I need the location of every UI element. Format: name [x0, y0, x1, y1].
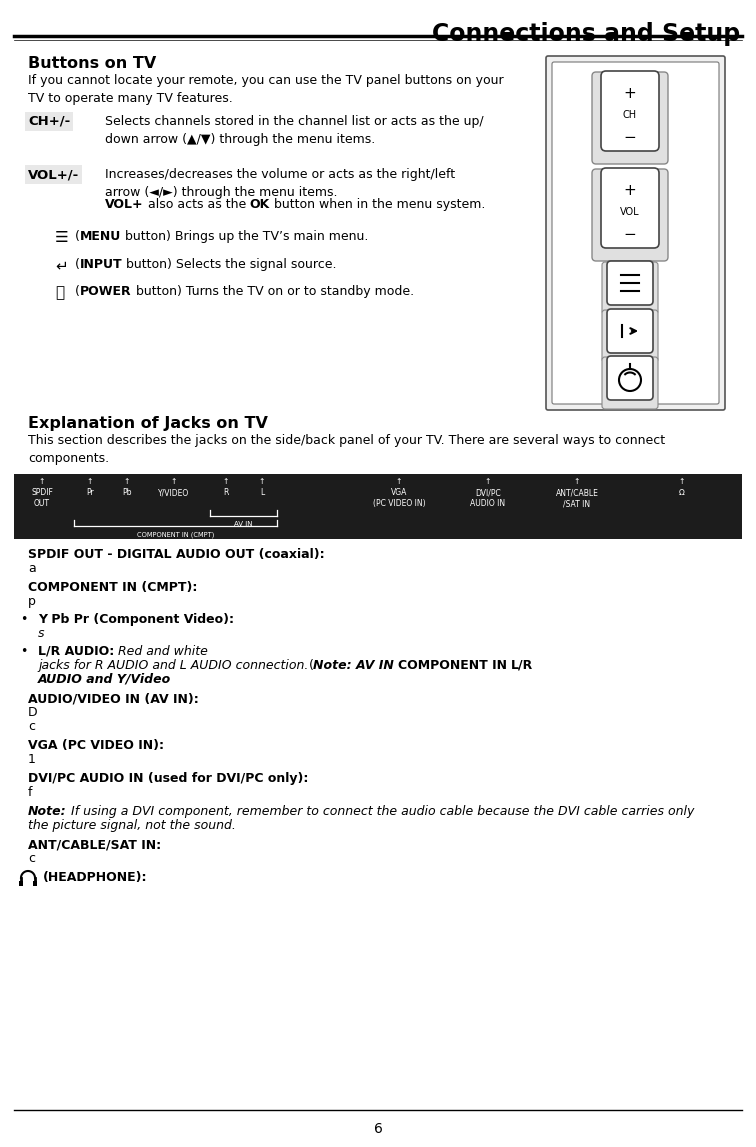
Text: −: − [624, 227, 637, 242]
Text: OK: OK [250, 198, 270, 211]
Text: (: ( [308, 660, 313, 672]
Text: AV IN: AV IN [234, 521, 253, 526]
Text: Note:: Note: [28, 805, 67, 818]
Text: +: + [624, 86, 637, 101]
Text: L/R AUDIO:: L/R AUDIO: [38, 645, 114, 658]
Text: This section describes the jacks on the side/back panel of your TV. There are se: This section describes the jacks on the … [28, 434, 665, 465]
Text: ☰: ☰ [55, 231, 69, 245]
Text: POWER: POWER [80, 284, 132, 298]
FancyBboxPatch shape [601, 167, 659, 248]
FancyBboxPatch shape [592, 169, 668, 262]
Text: s: s [38, 627, 45, 640]
Text: Selects channels stored in the channel list or acts as the up/
down arrow (▲/▼) : Selects channels stored in the channel l… [105, 115, 484, 146]
Text: CH: CH [623, 110, 637, 120]
Text: VOL: VOL [620, 206, 640, 217]
Text: DVI/PC AUDIO IN (used for DVI/PC only):: DVI/PC AUDIO IN (used for DVI/PC only): [28, 772, 308, 785]
Text: p: p [28, 595, 36, 608]
Text: ⏻: ⏻ [55, 284, 64, 301]
Bar [14, 474, 742, 539]
Text: COMPONENT IN (CMPT): COMPONENT IN (CMPT) [137, 531, 214, 538]
Text: ↑
SPDIF
OUT: ↑ SPDIF OUT [31, 477, 53, 508]
Text: (: ( [75, 284, 80, 298]
FancyBboxPatch shape [601, 71, 659, 151]
Text: 6: 6 [373, 1122, 383, 1136]
FancyBboxPatch shape [607, 262, 653, 305]
Text: button) Turns the TV on or to standby mode.: button) Turns the TV on or to standby mo… [132, 284, 414, 298]
Text: (HEADPHONE):: (HEADPHONE): [43, 871, 147, 884]
Text: button) Brings up the TV’s main menu.: button) Brings up the TV’s main menu. [121, 231, 368, 243]
Text: ANT/CABLE/SAT IN:: ANT/CABLE/SAT IN: [28, 838, 161, 851]
Text: VOL+/-: VOL+/- [28, 167, 79, 181]
Text: button when in the menu system.: button when in the menu system. [270, 198, 485, 211]
Text: VGA (PC VIDEO IN):: VGA (PC VIDEO IN): [28, 739, 164, 752]
Text: AUDIO/VIDEO IN (AV IN):: AUDIO/VIDEO IN (AV IN): [28, 692, 199, 705]
Text: Note: AV IN: Note: AV IN [313, 660, 394, 672]
FancyBboxPatch shape [602, 357, 658, 409]
Bar [33, 881, 37, 885]
Text: If you cannot locate your remote, you can use the TV panel buttons on your
TV to: If you cannot locate your remote, you ca… [28, 75, 503, 106]
Text: +: + [624, 184, 637, 198]
Bar [19, 881, 23, 885]
Text: COMPONENT IN: COMPONENT IN [398, 660, 507, 672]
Text: 1: 1 [28, 752, 36, 766]
Text: L/R: L/R [511, 660, 534, 672]
Text: Buttons on TV: Buttons on TV [28, 56, 156, 71]
Text: Connections and Setup: Connections and Setup [432, 22, 740, 46]
Text: (: ( [75, 258, 80, 271]
Text: Y Pb Pr (Component Video):: Y Pb Pr (Component Video): [38, 612, 234, 626]
Text: −: − [624, 130, 637, 145]
Text: INPUT: INPUT [80, 258, 122, 271]
Text: VOL+: VOL+ [105, 198, 144, 211]
FancyBboxPatch shape [592, 72, 668, 164]
Text: •: • [20, 645, 27, 658]
Text: ↑
Pr: ↑ Pr [86, 477, 94, 497]
FancyBboxPatch shape [552, 62, 719, 404]
Text: button) Selects the signal source.: button) Selects the signal source. [122, 258, 337, 271]
Text: CH+/-: CH+/- [28, 115, 70, 128]
Text: If using a DVI component, remember to connect the audio cable because the DVI ca: If using a DVI component, remember to co… [67, 805, 694, 818]
Text: ↑
Pb: ↑ Pb [122, 477, 132, 497]
Text: a: a [28, 562, 36, 575]
FancyBboxPatch shape [602, 262, 658, 314]
Text: ↑
DVI/PC
AUDIO IN: ↑ DVI/PC AUDIO IN [470, 477, 506, 508]
Text: ↵: ↵ [55, 258, 68, 273]
Text: c: c [28, 852, 35, 865]
Text: SPDIF OUT - DIGITAL AUDIO OUT (coaxial):: SPDIF OUT - DIGITAL AUDIO OUT (coaxial): [28, 548, 324, 561]
Text: c: c [28, 720, 35, 733]
FancyBboxPatch shape [546, 56, 725, 409]
Text: Explanation of Jacks on TV: Explanation of Jacks on TV [28, 416, 268, 431]
Text: f: f [28, 786, 33, 799]
FancyBboxPatch shape [607, 309, 653, 353]
Text: ↑
Y/VIDEO: ↑ Y/VIDEO [158, 477, 190, 497]
Text: ↑
ANT/CABLE
/SAT IN: ↑ ANT/CABLE /SAT IN [556, 477, 599, 508]
Text: also acts as the: also acts as the [144, 198, 250, 211]
Text: Increases/decreases the volume or acts as the right/left
arrow (◄/►) through the: Increases/decreases the volume or acts a… [105, 167, 455, 198]
Text: ↑
L: ↑ L [259, 477, 265, 497]
FancyBboxPatch shape [602, 310, 658, 362]
Text: jacks for R AUDIO and L AUDIO connection.: jacks for R AUDIO and L AUDIO connection… [38, 660, 308, 672]
FancyBboxPatch shape [607, 356, 653, 400]
Text: MENU: MENU [80, 231, 121, 243]
Text: (: ( [75, 231, 80, 243]
Text: ↑
R: ↑ R [223, 477, 229, 497]
Text: ↑
Ω: ↑ Ω [679, 477, 685, 497]
Text: Red and white: Red and white [118, 645, 208, 658]
Text: D: D [28, 707, 38, 719]
Text: •: • [20, 612, 27, 626]
Text: the picture signal, not the sound.: the picture signal, not the sound. [28, 819, 236, 832]
Text: ↑
VGA
(PC VIDEO IN): ↑ VGA (PC VIDEO IN) [373, 477, 426, 508]
Text: COMPONENT IN (CMPT):: COMPONENT IN (CMPT): [28, 582, 197, 594]
Text: AUDIO and Y/Video: AUDIO and Y/Video [38, 673, 172, 686]
